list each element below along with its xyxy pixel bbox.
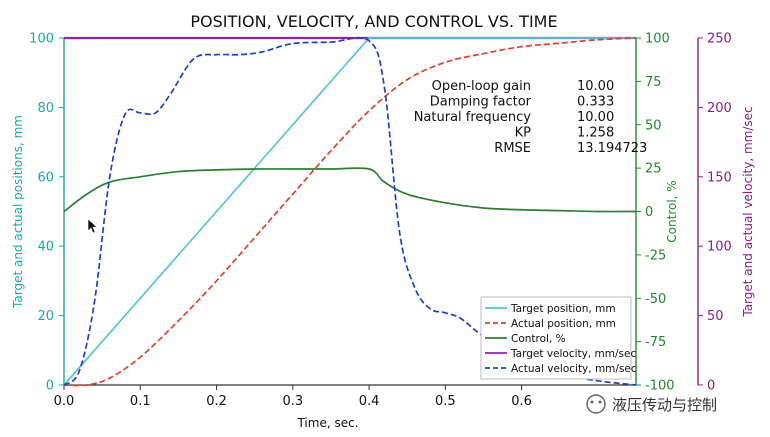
x-tick-label: 0.6 bbox=[511, 394, 532, 409]
x-tick-label: 0.2 bbox=[206, 394, 227, 409]
annotation-value: 10.00 bbox=[577, 79, 614, 94]
x-tick-label: 0.3 bbox=[282, 394, 303, 409]
right-outer-y-tick-label: 200 bbox=[707, 101, 732, 116]
annotation-label: Open-loop gain bbox=[432, 79, 531, 94]
annotation-value: 10.00 bbox=[577, 110, 614, 125]
right-outer-y-tick-label: 50 bbox=[707, 309, 724, 324]
annotation-label: Natural frequency bbox=[414, 110, 532, 125]
parameter-annotations: Open-loop gain 10.00 Damping factor 0.333 Na… bbox=[414, 79, 648, 156]
right-inner-y-tick-label: 75 bbox=[645, 75, 662, 90]
x-tick-label: 0.5 bbox=[435, 394, 456, 409]
left-y-axis-label: Target and actual positions, mm bbox=[11, 115, 25, 309]
right-inner-y-tick-label: 100 bbox=[645, 32, 670, 47]
series-layer bbox=[63, 36, 637, 387]
right-outer-y-axis-label: Target and actual velocity, mm/sec bbox=[741, 106, 755, 317]
legend: Target position, mm Actual position, mm Co… bbox=[480, 296, 637, 380]
legend-entry: Target velocity, mm/sec bbox=[510, 348, 636, 360]
right-outer-y-tick-label: 0 bbox=[707, 379, 715, 394]
right-outer-y-tick-label: 150 bbox=[707, 170, 732, 185]
watermark-text: 液压传动与控制 bbox=[612, 396, 717, 414]
left-y-tick-label: 0 bbox=[46, 379, 54, 394]
right-inner-y-tick-label: -100 bbox=[645, 379, 675, 394]
watermark: 液压传动与控制 bbox=[586, 394, 717, 414]
wechat-icon-dot-2 bbox=[598, 400, 602, 404]
series-line-target-position-mm bbox=[63, 37, 636, 386]
legend-entry: Actual position, mm bbox=[511, 318, 616, 330]
annotation-value: 13.194723 bbox=[577, 141, 647, 156]
right-inner-y-tick-label: -25 bbox=[645, 248, 666, 263]
x-tick-label: 0.4 bbox=[359, 394, 380, 409]
right-inner-y-tick-label: 50 bbox=[645, 118, 662, 133]
annotation-label: RMSE bbox=[494, 141, 531, 156]
annotation-value: 0.333 bbox=[577, 95, 614, 110]
wechat-icon-dot bbox=[590, 400, 594, 404]
x-tick-label: 0.0 bbox=[54, 394, 75, 409]
right-inner-y-tick-label: 0 bbox=[645, 205, 653, 220]
left-y-tick-label: 60 bbox=[37, 170, 54, 185]
series-line-actual-velocity-mm-sec bbox=[63, 36, 637, 386]
x-axis-label: Time, sec. bbox=[296, 416, 358, 430]
legend-entry: Control, % bbox=[511, 333, 566, 345]
annotation-label: Damping factor bbox=[430, 95, 532, 110]
legend-entry: Actual velocity, mm/sec bbox=[511, 363, 637, 375]
right-inner-y-tick-label: -75 bbox=[645, 335, 666, 350]
x-tick-label: 0.1 bbox=[130, 394, 151, 409]
legend-entry: Target position, mm bbox=[510, 303, 616, 315]
right-inner-y-tick-label: -50 bbox=[645, 292, 666, 307]
annotation-value: 1.258 bbox=[577, 126, 614, 141]
right-outer-y-tick-label: 100 bbox=[707, 240, 732, 255]
mouse-cursor bbox=[87, 218, 98, 234]
right-inner-y-tick-label: 25 bbox=[645, 162, 662, 177]
axes: 0.0 0.1 0.2 0.3 0.4 0.5 0.6 0 20 40 60 80 100 Target … bbox=[11, 32, 755, 410]
left-y-tick-label: 100 bbox=[29, 32, 54, 47]
series-line-control bbox=[63, 167, 637, 213]
chart-title: POSITION, VELOCITY, AND CONTROL VS. TIME bbox=[190, 12, 557, 31]
right-inner-y-axis-label: Control, % bbox=[665, 180, 679, 242]
right-outer-y-tick-label: 250 bbox=[707, 32, 732, 47]
left-y-tick-label: 20 bbox=[37, 309, 54, 324]
series-line-actual-position-mm bbox=[63, 37, 637, 387]
wechat-icon bbox=[586, 394, 606, 414]
left-y-tick-label: 40 bbox=[37, 240, 54, 255]
annotation-label: KP bbox=[515, 126, 532, 141]
left-y-tick-label: 80 bbox=[37, 101, 54, 116]
